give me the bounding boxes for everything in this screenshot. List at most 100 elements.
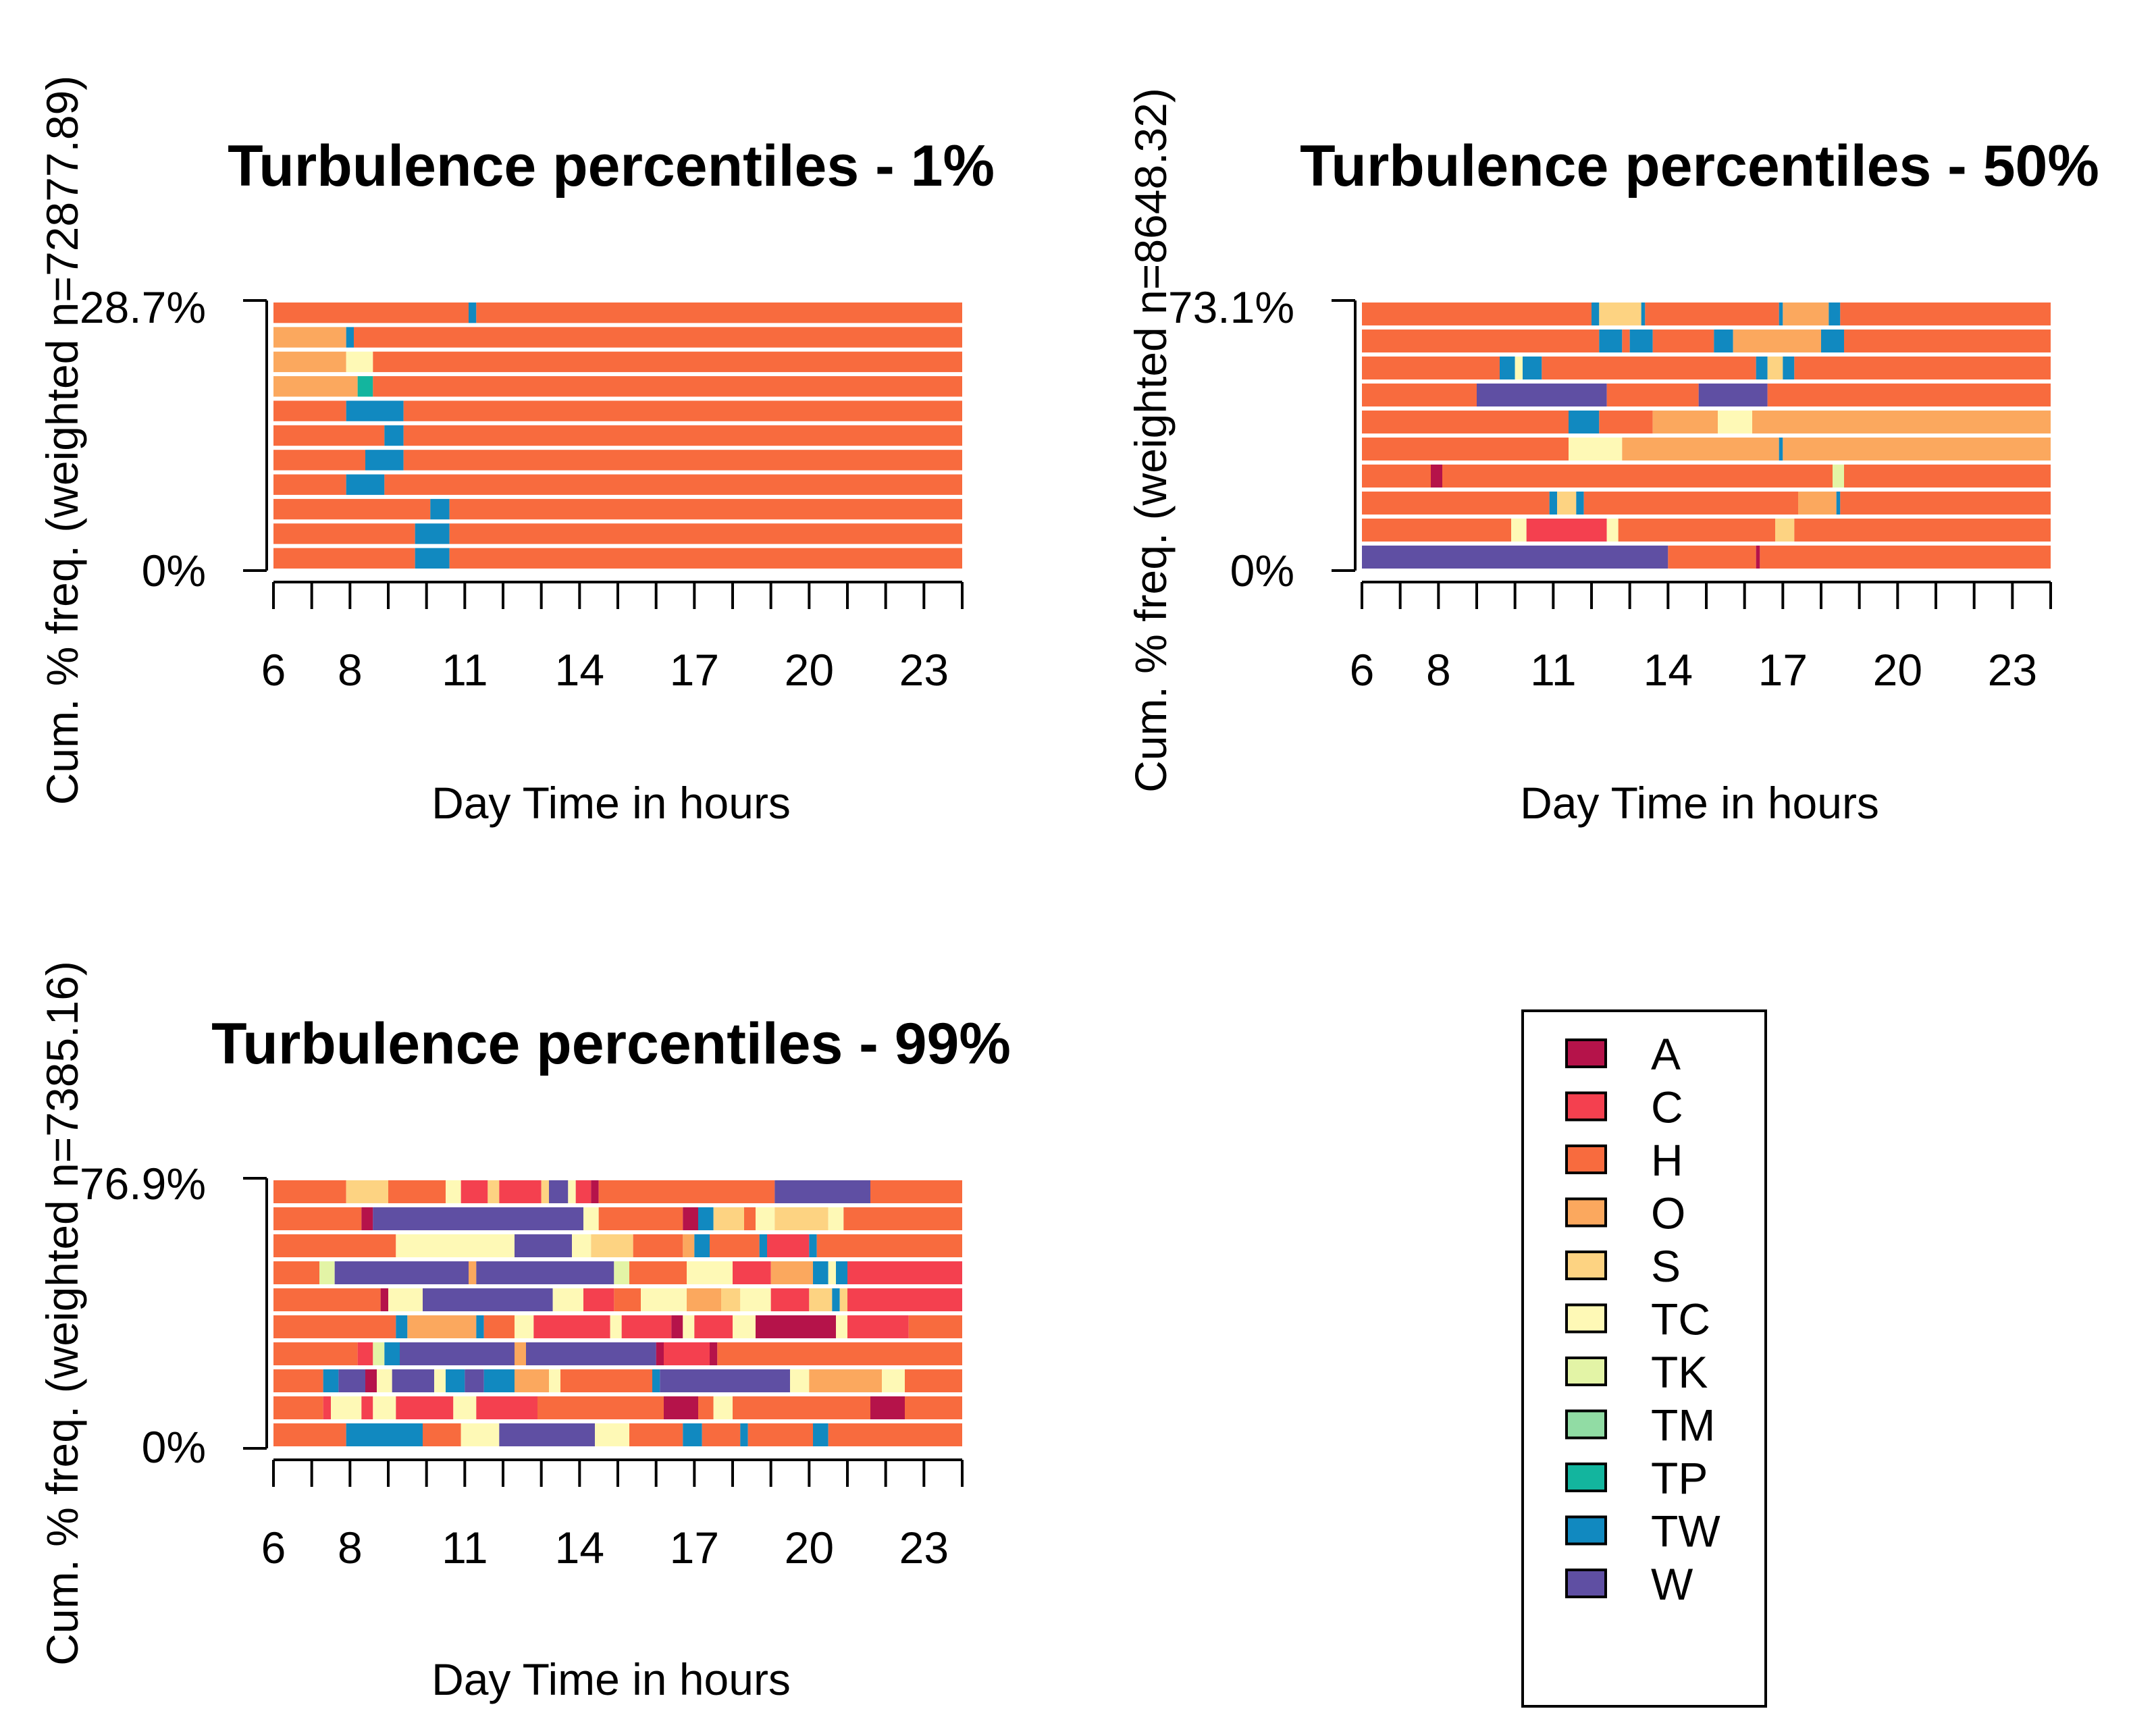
panel-3-row-9-segment-12-TC	[828, 1207, 844, 1230]
panel-3-row-10-segment-6-S	[488, 1180, 500, 1203]
panel-3-row-10-segment-14-W	[774, 1180, 870, 1203]
panel-3-row-7-segment-5-W	[476, 1261, 614, 1284]
panel-3-row-2-segment-10-A	[664, 1396, 698, 1419]
panel-3-row-4-segment-4-TW	[384, 1342, 400, 1365]
panel-2-row-6-segment-3-H	[1599, 411, 1653, 433]
panel-2-row-3-segment-6-O	[1798, 492, 1837, 515]
panel-3-row-8-segment-6-H	[633, 1234, 683, 1257]
panel-2-row-4-segment-3-H	[1442, 465, 1833, 488]
panel-2-x-tick-label-8: 8	[1426, 645, 1451, 695]
panel-3-row-6-segment-9-O	[687, 1288, 721, 1311]
panel-3-row-2-segment-6-C	[396, 1396, 454, 1419]
panel-1-row-10-segment-1-O	[273, 327, 346, 348]
panel-2-row-2-segment-5-H	[1618, 519, 1775, 542]
panel-3-row-3-segment-3-W	[338, 1369, 365, 1392]
panel-1-xlabel: Day Time in hours	[431, 778, 791, 828]
panel-2-row-8-segment-1-H	[1362, 357, 1500, 379]
panel-3-row-3-segment-8-TW	[446, 1369, 465, 1392]
panel-3-x-tick-label-17: 17	[670, 1523, 719, 1573]
panel-3-row-3-segment-5-TC	[377, 1369, 392, 1392]
panel-3-row-3-segment-9-W	[465, 1369, 484, 1392]
panel-3-row-1-segment-4-TC	[461, 1423, 500, 1446]
panel-3-row-6-segment-14-TW	[832, 1288, 840, 1311]
panel-2-row-3-segment-5-H	[1583, 492, 1798, 515]
panel-3-row-1-segment-10-TW	[740, 1423, 748, 1446]
panel-3-row-10-segment-1-H	[273, 1180, 346, 1203]
panel-1-x-tick-label-20: 20	[785, 645, 834, 695]
panel-3-row-3-segment-16-TC	[790, 1369, 810, 1392]
panel-3-row-10-segment-4-TC	[446, 1180, 461, 1203]
panel-3-row-8-segment-9-H	[710, 1234, 760, 1257]
panel-3-row-5-segment-8-TC	[610, 1315, 622, 1338]
panel-3-row-7-segment-12-TC	[828, 1261, 836, 1284]
panel-2-row-2-segment-2-TC	[1511, 519, 1527, 542]
panel-3-row-6-segment-11-TC	[740, 1288, 771, 1311]
panel-1-row-4-segment-2-TW	[346, 474, 385, 495]
panel-2-row-3-segment-7-TW	[1836, 492, 1841, 515]
panel-3-row-7-segment-8-TC	[687, 1261, 733, 1284]
panel-3-row-8-segment-11-C	[767, 1234, 810, 1257]
legend-label-tm: TM	[1651, 1400, 1715, 1450]
panel-3-row-10-segment-5-C	[461, 1180, 488, 1203]
panel-3: Turbulence percentiles - 99% Cum. % freq…	[37, 961, 1011, 1704]
panel-2-row-10-segment-7-O	[1783, 303, 1829, 325]
panel-3-row-7-segment-9-C	[733, 1261, 771, 1284]
panel-3-row-5-segment-6-TC	[515, 1315, 534, 1338]
panel-3-row-1-segment-5-W	[499, 1423, 595, 1446]
panel-3-row-9-segment-13-H	[843, 1207, 962, 1230]
panel-3-row-10-segment-7-C	[499, 1180, 542, 1203]
panel-2-row-9-segment-8-TW	[1821, 330, 1844, 352]
panel-2-row-10-segment-4-TW	[1641, 303, 1646, 325]
panel-3-row-7-segment-14-C	[847, 1261, 962, 1284]
panel-3-row-1-segment-1-H	[273, 1423, 346, 1446]
panel-3-ytick-bottom: 0%	[142, 1422, 206, 1472]
panel-2-row-2-segment-7-H	[1794, 519, 2051, 542]
panel-1-row-2-segment-3-H	[449, 523, 962, 544]
panel-1-row-7-segment-3-H	[403, 400, 962, 421]
panel-3-row-10-segment-9-W	[549, 1180, 569, 1203]
legend-box	[1521, 1009, 1767, 1708]
panel-3-row-1-segment-8-TW	[683, 1423, 702, 1446]
panel-3-row-3-segment-17-O	[809, 1369, 882, 1392]
panel-2-row-5-segment-4-TW	[1779, 438, 1783, 461]
panel-3-row-5-segment-15-TC	[836, 1315, 847, 1338]
panel-3-row-5-segment-1-H	[273, 1315, 396, 1338]
panel-3-row-1-segment-12-TW	[813, 1423, 829, 1446]
panel-3-row-10-segment-8-S	[541, 1180, 549, 1203]
panel-3-row-6-segment-15-S	[839, 1288, 847, 1311]
panel-2-row-6-segment-6-O	[1752, 411, 2051, 433]
panel-2-row-3-segment-8-H	[1840, 492, 2051, 515]
panel-2-row-4-segment-4-TK	[1833, 465, 1844, 488]
panel-3-row-3-segment-13-H	[560, 1369, 652, 1392]
panel-2-x-tick-label-11: 11	[1530, 645, 1577, 695]
panel-3-row-7-segment-11-TW	[813, 1261, 829, 1284]
legend-swatch-o	[1565, 1197, 1607, 1228]
panel-2-row-8-segment-8-TW	[1783, 357, 1795, 379]
panel-1-row-9-segment-2-TC	[346, 351, 373, 373]
panel-3-row-9-segment-9-H	[744, 1207, 756, 1230]
panel-3-row-2-segment-4-C	[361, 1396, 373, 1419]
panel-2-row-9-segment-4-TW	[1629, 330, 1653, 352]
panel-3-row-6-segment-10-S	[721, 1288, 741, 1311]
panel-2-x-tick-label-23: 23	[1988, 645, 2037, 695]
panel-3-row-8-segment-1-H	[273, 1234, 396, 1257]
panel-1-x-tick-label-17: 17	[670, 645, 719, 695]
panel-1-row-8-segment-3-H	[373, 376, 962, 397]
panel-3-row-3-segment-14-TW	[652, 1369, 660, 1392]
panel-2-row-8-segment-2-TW	[1500, 357, 1515, 379]
panel-2-row-5-segment-3-O	[1622, 438, 1779, 461]
panel-3-row-2-segment-11-H	[698, 1396, 714, 1419]
panel-3-row-9-segment-7-TW	[698, 1207, 714, 1230]
legend-swatch-tp	[1565, 1463, 1607, 1492]
panel-2-row-5-segment-5-O	[1783, 438, 2051, 461]
panel-2-plot: 6 8 11 14 17 20 23	[1332, 299, 2052, 695]
panel-3-row-7-segment-7-H	[629, 1261, 687, 1284]
legend-swatch-c	[1565, 1091, 1607, 1122]
panel-3-row-5-segment-5-H	[483, 1315, 515, 1338]
legend-label-w: W	[1651, 1559, 1693, 1609]
panel-2-row-6-segment-1-H	[1362, 411, 1569, 433]
panel-2-row-8-segment-5-H	[1542, 357, 1756, 379]
legend-swatch-tk	[1565, 1357, 1607, 1386]
